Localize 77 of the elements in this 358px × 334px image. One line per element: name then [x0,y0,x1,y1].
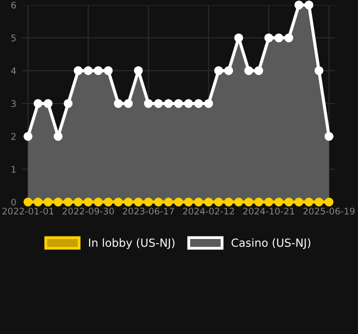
point [324,132,334,141]
point [224,66,234,76]
x-tick-label: 2024-10-21 [243,208,294,215]
y-tick-label: 5 [11,34,16,42]
point [114,99,123,108]
point [84,66,93,76]
point [214,66,224,76]
point [314,66,324,76]
point [304,198,314,206]
point [224,198,234,206]
point [164,99,173,108]
x-tick-label: 2025-06-19 [303,208,355,215]
x-tick-label: 2024-02-12 [183,208,234,215]
point [134,198,143,206]
point [264,33,274,42]
point [114,198,123,206]
point [174,198,183,206]
point [234,33,244,42]
point [104,66,113,76]
point [104,198,113,206]
point [274,33,284,42]
point [324,198,334,206]
point [124,99,133,108]
point [214,198,224,206]
point [284,33,294,42]
point [244,66,254,76]
point [154,99,163,108]
point [144,198,153,206]
point [54,198,63,206]
point [34,198,42,206]
point [254,66,264,76]
point [284,198,294,206]
x-tick-label: 2022-01-01 [2,208,54,215]
y-tick-label: 4 [11,68,16,74]
point [154,198,163,206]
point [234,198,244,206]
point [34,99,42,108]
point [304,0,314,10]
point [294,0,304,10]
point [244,198,254,206]
legend-label: In lobby (US-NJ) [89,238,174,250]
point [84,198,93,206]
point [44,99,52,108]
point [64,99,73,108]
point [174,99,183,108]
point [74,66,83,76]
point [44,198,52,206]
point [184,198,193,206]
point [314,198,324,206]
point [74,198,83,206]
point [164,198,173,206]
point [24,132,32,141]
point [94,66,103,76]
point [134,66,143,76]
point [124,198,133,206]
point [204,99,213,108]
y-tick-label: 1 [12,166,16,173]
point [194,198,203,206]
point [264,198,274,206]
point [204,198,213,206]
y-tick-label: 2 [11,133,16,140]
point [94,198,103,206]
y-tick-label: 3 [11,100,16,108]
point [194,99,203,108]
x-tick-label: 2023-06-17 [122,208,174,215]
point [294,198,304,206]
y-tick-label: 0 [11,198,16,206]
x-tick-label: 2022-09-30 [62,208,114,215]
point [54,132,63,141]
point [184,99,193,108]
point [254,198,264,206]
point [24,198,32,206]
point [64,198,73,206]
point [274,198,284,206]
legend-label: Casino (US-NJ) [232,238,310,249]
y-tick-label: 6 [11,2,16,9]
point [144,99,153,108]
